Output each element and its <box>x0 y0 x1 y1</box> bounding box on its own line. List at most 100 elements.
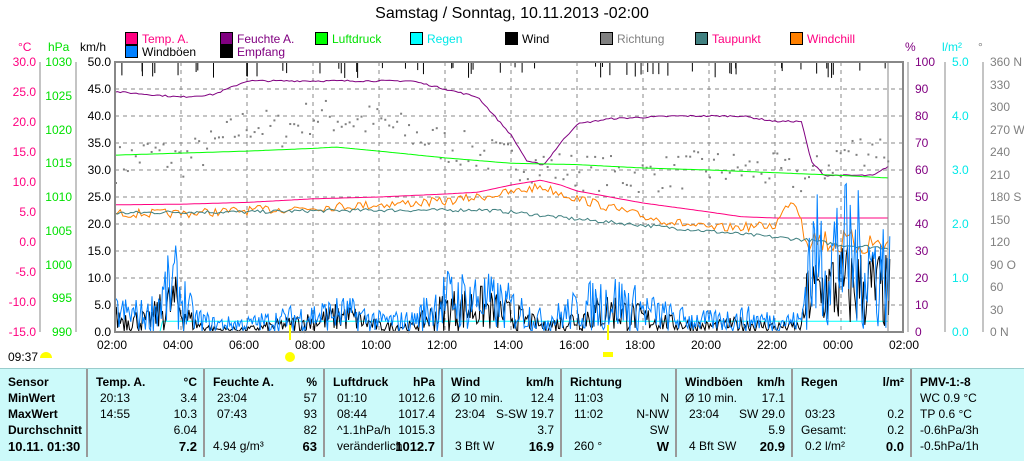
series-line-windchill <box>114 182 889 254</box>
axis-tick-wind: 25.0 <box>87 190 111 204</box>
direction-point <box>507 143 510 146</box>
table-column: Regen l/m² 03:23 0.2 Gesamt: 0.2 0.2 l/m² 0.0 <box>793 369 912 457</box>
axis-tick-temp: 25.0 <box>12 85 36 99</box>
direction-point <box>150 150 153 153</box>
direction-point <box>324 99 327 102</box>
axis-tick-dir: 150 <box>990 212 1011 227</box>
header-unit: l/m² <box>882 375 904 389</box>
legend-item: Feuchte A. <box>220 32 294 46</box>
direction-point <box>214 137 216 140</box>
cell-value: 1012.7 <box>395 439 435 454</box>
axis-tick-wind: 0.0 <box>94 325 111 339</box>
cell-label: Gesamt: <box>801 423 847 437</box>
direction-point <box>808 176 810 179</box>
direction-point <box>851 139 854 142</box>
time-tick: 02:00 <box>97 338 128 352</box>
table-header: Temp. A. °C <box>88 375 203 391</box>
table-cell: ^1.1hPa/h 1015.3 <box>325 423 441 439</box>
legend-label: Taupunkt <box>712 32 761 46</box>
axis-tick-temp: -10.0 <box>8 295 36 309</box>
direction-point <box>550 159 553 162</box>
direction-point <box>400 112 403 115</box>
direction-point <box>827 164 830 167</box>
table-cell: TP 0.6 °C <box>912 407 1024 423</box>
cell-value: SW <box>649 423 669 437</box>
axis-tick-press: 990 <box>51 325 72 339</box>
direction-point <box>487 167 490 170</box>
direction-point <box>297 124 300 127</box>
cell-label: 11:02 <box>574 407 604 421</box>
direction-point <box>348 121 351 124</box>
header-unit: % <box>306 375 317 389</box>
table-header: Sensor <box>0 375 86 391</box>
cell-label: Ø 10 min. <box>451 391 504 405</box>
axis-tick-press: 1005 <box>45 223 72 238</box>
cell-label: 23:04 <box>689 407 720 421</box>
direction-point <box>665 156 668 159</box>
cell-label: WC 0.9 °C <box>920 391 977 405</box>
sunset-icon <box>603 352 613 357</box>
axis-tick-wind: 5.0 <box>94 298 111 312</box>
header-label: Windböen <box>685 375 743 389</box>
direction-point <box>499 142 502 145</box>
direction-point <box>162 143 165 146</box>
direction-point <box>388 124 391 127</box>
direction-point <box>867 153 870 156</box>
axis-tick-temp: 10.0 <box>12 175 36 189</box>
direction-point <box>253 131 256 134</box>
axis-tick-wind: 35.0 <box>87 136 111 150</box>
direction-point <box>309 132 312 135</box>
table-header: Regen l/m² <box>793 375 910 391</box>
table-cell: Durchschnitt <box>0 423 86 439</box>
direction-point <box>503 143 506 146</box>
cell-value: 63 <box>302 439 317 454</box>
direction-point <box>443 132 446 135</box>
direction-point <box>800 190 803 193</box>
cell-value: 10.3 <box>173 407 197 421</box>
header-unit: hPa <box>412 375 435 389</box>
direction-point <box>863 164 866 167</box>
direction-point <box>455 159 458 162</box>
cell-label: 08:44 <box>337 407 368 421</box>
header-label: Temp. A. <box>96 375 146 389</box>
header-unit: °C <box>183 375 197 389</box>
direction-point <box>408 124 411 127</box>
axis-unit-temp: °C <box>18 40 32 54</box>
direction-point <box>788 158 791 161</box>
direction-point <box>305 102 308 105</box>
direction-point <box>229 118 232 121</box>
cell-value: 6.04 <box>173 423 197 437</box>
cell-label: veränderlich <box>337 439 403 453</box>
direction-point <box>641 164 644 167</box>
cell-value: 0.0 <box>885 439 904 454</box>
direction-point <box>744 164 747 167</box>
header-label: Feuchte A. <box>213 375 274 389</box>
direction-point <box>233 135 236 138</box>
cell-value: 3.4 <box>180 391 197 405</box>
table-column: Feuchte A.% 23:04 57 07:43 93 82 4.94 g/m³ 63 <box>205 369 325 457</box>
cell-label: -0.5hPa/1h <box>920 439 979 453</box>
direction-point <box>681 187 684 190</box>
direction-point <box>546 165 549 168</box>
axis-tick-press: 995 <box>51 291 72 306</box>
table-header: Wind km/h <box>443 375 560 391</box>
direction-point <box>511 149 513 152</box>
legend-label: Luftdruck <box>332 32 382 46</box>
direction-point <box>158 149 161 152</box>
chart-title: Samstag / Sonntag, 10.11.2013 -02:00 <box>375 5 649 22</box>
direction-point <box>637 190 640 193</box>
direction-point <box>578 171 581 174</box>
direction-point <box>431 128 434 131</box>
cell-value: 20.9 <box>759 439 785 454</box>
cell-value: 93 <box>303 407 317 421</box>
table-cell: 11:03 N <box>562 391 675 407</box>
header-label: Wind <box>451 375 481 389</box>
table-header: Windböen km/h <box>677 375 791 391</box>
direction-point <box>740 174 743 177</box>
direction-point <box>712 158 715 161</box>
axis-tick-wind: 20.0 <box>87 217 111 231</box>
axis-tick-rain: 5.0 <box>952 55 969 69</box>
direction-point <box>206 147 209 150</box>
direction-point <box>534 159 537 162</box>
cell-value: 0.2 <box>887 407 904 421</box>
